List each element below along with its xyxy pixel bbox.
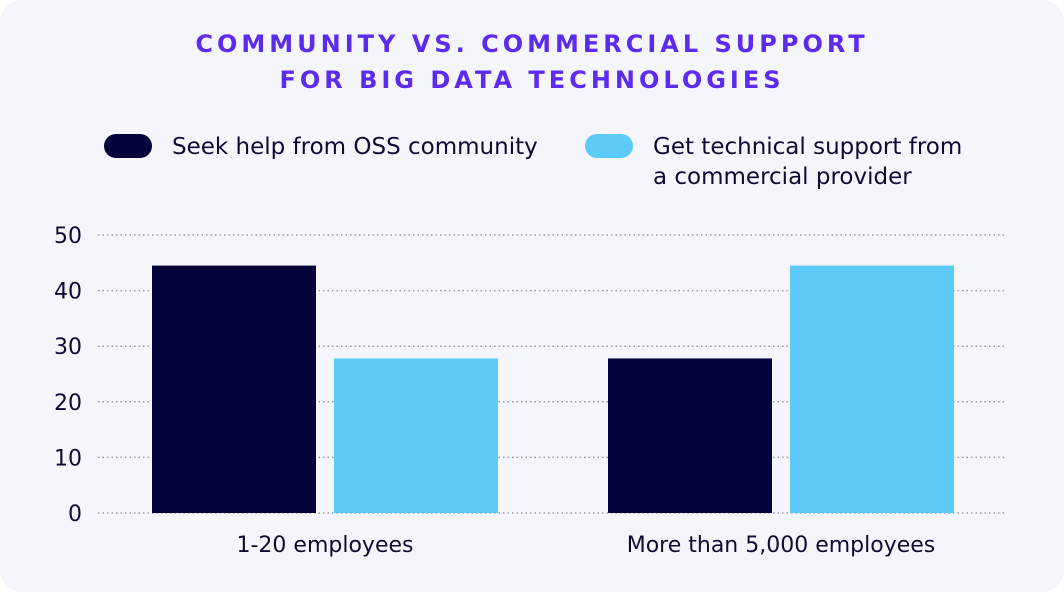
legend-item-commercial-provider: Get technical support from a commercial … (585, 132, 983, 192)
legend-swatch-commercial-provider (585, 134, 633, 158)
chart-title-line-1: COMMUNITY VS. COMMERCIAL SUPPORT (195, 30, 869, 58)
bar-2-series-1 (608, 358, 772, 513)
y-tick-label-30: 30 (54, 335, 82, 360)
bar-1-series-2 (334, 358, 498, 513)
legend-label-commercial-provider: Get technical support from a commercial … (653, 134, 963, 190)
y-tick-label-10: 10 (54, 446, 82, 471)
y-tick-label-40: 40 (54, 280, 82, 305)
legend-label-oss-community: Seek help from OSS community (172, 134, 538, 160)
legend-item-oss-community: Seek help from OSS community (104, 132, 538, 162)
chart-title: COMMUNITY VS. COMMERCIAL SUPPORT FOR BIG… (0, 26, 1064, 98)
y-tick-label-20: 20 (54, 391, 82, 416)
y-axis-ticks: 0 10 20 30 40 50 (54, 224, 82, 527)
y-tick-label-50: 50 (54, 224, 82, 249)
bars (152, 265, 954, 513)
y-tick-label-0: 0 (68, 502, 82, 527)
legend-swatch-oss-community (104, 134, 152, 158)
bar-1-series-1 (152, 265, 316, 513)
bar-2-series-2 (790, 265, 954, 513)
x-tick-label-2: More than 5,000 employees (627, 533, 936, 558)
x-axis-ticks: 1-20 employees More than 5,000 employees (237, 533, 936, 558)
x-tick-label-1: 1-20 employees (237, 533, 414, 558)
chart-title-line-2: FOR BIG DATA TECHNOLOGIES (279, 66, 785, 94)
